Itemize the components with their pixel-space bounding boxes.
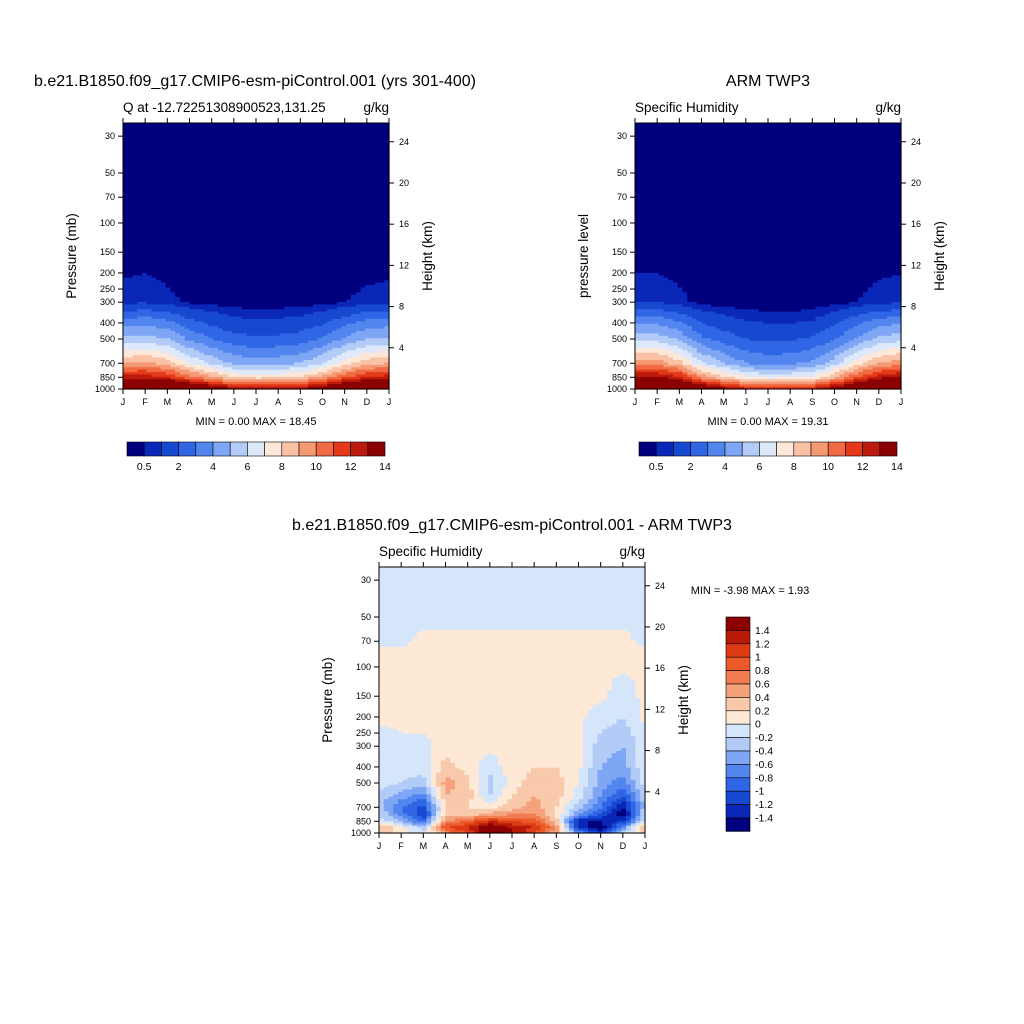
panel-model-title: b.e21.B1850.f09_g17.CMIP6-esm-piControl.… (34, 73, 476, 90)
panel-model: b.e21.B1850.f09_g17.CMIP6-esm-piControl.… (34, 73, 476, 473)
panel-model-contours (123, 123, 390, 390)
panel-model-units-label: g/kg (363, 100, 389, 115)
panel-model-variable-label: Q at -12.72251308900523,131.25 (123, 100, 326, 115)
